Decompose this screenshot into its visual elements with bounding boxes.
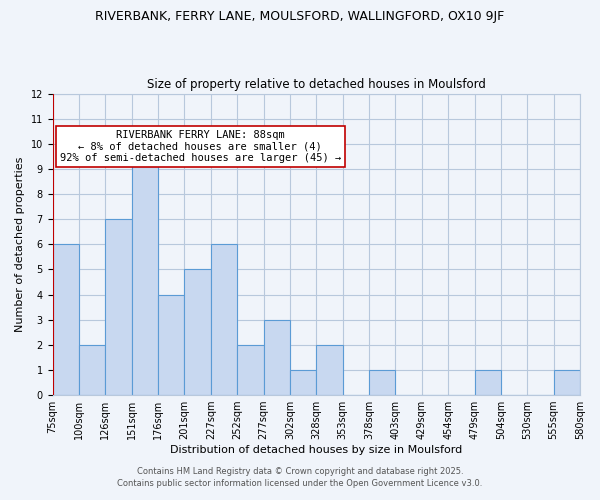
X-axis label: Distribution of detached houses by size in Moulsford: Distribution of detached houses by size … [170, 445, 463, 455]
Bar [106, 219, 132, 395]
Title: Size of property relative to detached houses in Moulsford: Size of property relative to detached ho… [147, 78, 486, 91]
Bar [79, 345, 106, 395]
Bar [237, 345, 263, 395]
Bar [290, 370, 316, 395]
Text: RIVERBANK FERRY LANE: 88sqm
← 8% of detached houses are smaller (4)
92% of semi-: RIVERBANK FERRY LANE: 88sqm ← 8% of deta… [59, 130, 341, 163]
Y-axis label: Number of detached properties: Number of detached properties [15, 156, 25, 332]
Bar [369, 370, 395, 395]
Bar [158, 294, 184, 395]
Text: Contains HM Land Registry data © Crown copyright and database right 2025.
Contai: Contains HM Land Registry data © Crown c… [118, 466, 482, 487]
Bar [554, 370, 580, 395]
Bar [263, 320, 290, 395]
Bar [475, 370, 501, 395]
Bar [184, 270, 211, 395]
Bar [53, 244, 79, 395]
Bar [211, 244, 237, 395]
Bar [316, 345, 343, 395]
Bar [132, 144, 158, 395]
Text: RIVERBANK, FERRY LANE, MOULSFORD, WALLINGFORD, OX10 9JF: RIVERBANK, FERRY LANE, MOULSFORD, WALLIN… [95, 10, 505, 23]
